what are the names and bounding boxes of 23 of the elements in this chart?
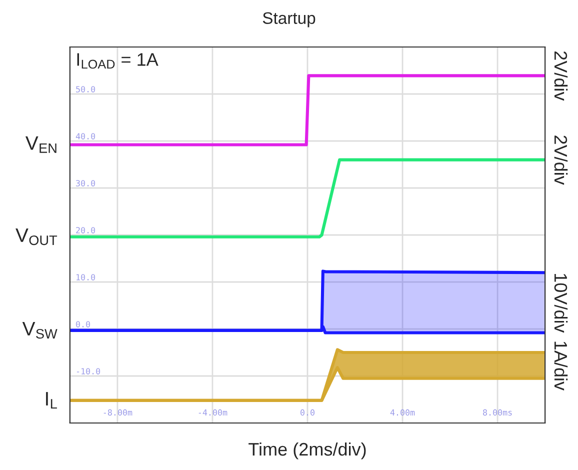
- series-label: V$_{EN}$: [25, 136, 56, 153]
- x-tick-label: 8.00ms: [483, 409, 512, 416]
- annotation: I$_{LOAD}$ = 1A: [77, 53, 158, 69]
- x-tick-label: 0.0: [300, 409, 314, 416]
- chart-title: Startup: [262, 12, 316, 28]
- y-tick-label: 50.0: [76, 86, 96, 92]
- y-tick-label: 40.0: [76, 133, 96, 140]
- y-tick-label: -10.0: [76, 368, 100, 374]
- y-tick-label: 0.0: [76, 321, 90, 328]
- x-axis-title: Time (2ms/div): [248, 442, 366, 460]
- x-tick-label: -8.00m: [104, 409, 132, 416]
- y-tick-label: 30.0: [76, 180, 96, 186]
- x-tick-label: 4.00m: [390, 409, 415, 416]
- y-tick-label: 20.0: [76, 227, 96, 234]
- series-label: I$_{L}$: [46, 392, 57, 409]
- text: 10V/div: [554, 274, 568, 333]
- text: 1A/div: [554, 342, 568, 390]
- series-label: V$_{SW}$: [22, 322, 58, 339]
- text: 2V/div: [554, 136, 568, 185]
- x-tick-label: -4.00m: [198, 409, 228, 416]
- y-tick-label: 10.0: [76, 274, 96, 280]
- series-label: V$_{OUT}$: [16, 228, 58, 246]
- text: 2V/div: [554, 51, 568, 101]
